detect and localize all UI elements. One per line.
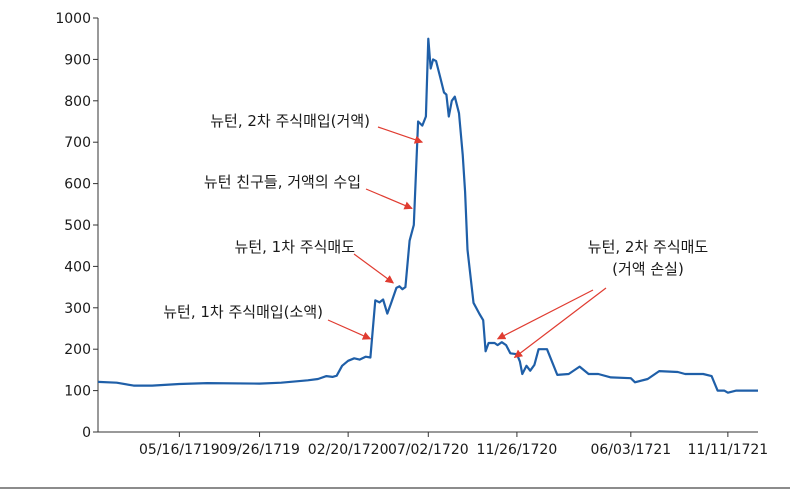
- x-axis-ticks: 05/16/1719 09/26/1719 02/20/1720 07/02/1720…: [139, 432, 768, 458]
- x-tick-label: 11/26/1720: [477, 442, 558, 458]
- y-tick-label: 200: [64, 342, 91, 358]
- annotation-label: (거액 손실): [612, 260, 684, 278]
- annotation-label: 뉴턴 친구들, 거액의 수입: [204, 173, 361, 191]
- annotation-arrow: [365, 188, 413, 210]
- chart-series: [97, 37, 758, 394]
- annotation: 뉴턴, 1차 주식매입(소액): [163, 303, 372, 340]
- annotation-arrow: [327, 319, 372, 340]
- annotation-label: 뉴턴, 1차 주식매입(소액): [163, 303, 323, 321]
- x-tick-label: 06/03/1721: [590, 442, 671, 458]
- annotation: 뉴턴, 2차 주식매도 (거액 손실): [496, 238, 709, 358]
- x-tick-label: 09/26/1719: [219, 442, 300, 458]
- x-tick-label: 07/02/1720: [388, 442, 469, 458]
- y-tick-label: 100: [64, 384, 91, 400]
- x-tick-label: 11/11/1721: [688, 442, 769, 458]
- annotation-label: 뉴턴, 2차 주식매입(거액): [210, 112, 370, 130]
- x-tick-label: 02/20/1720: [308, 442, 389, 458]
- y-tick-label: 700: [64, 135, 91, 151]
- price-line: [97, 37, 758, 394]
- annotation-arrow: [496, 289, 594, 340]
- annotation: 뉴턴, 2차 주식매입(거액): [210, 112, 424, 144]
- y-tick-label: 0: [82, 425, 91, 441]
- y-axis-ticks: 0 100 200 300 400 500 600 700 800 900 1000: [55, 11, 98, 441]
- y-tick-label: 600: [64, 177, 91, 193]
- y-tick-label: 300: [64, 301, 91, 317]
- annotation-label: 뉴턴, 1차 주식매도: [235, 238, 356, 256]
- y-tick-label: 1000: [55, 11, 91, 27]
- annotation: 뉴턴 친구들, 거액의 수입: [204, 173, 413, 210]
- y-tick-label: 800: [64, 94, 91, 110]
- annotation-arrow: [353, 253, 395, 284]
- annotation: 뉴턴, 1차 주식매도: [235, 238, 395, 284]
- x-tick-label: 05/16/1719: [139, 442, 220, 458]
- annotation-arrow: [377, 126, 424, 144]
- annotation-label: 뉴턴, 2차 주식매도: [588, 238, 709, 256]
- y-tick-label: 400: [64, 259, 91, 275]
- annotation-arrow: [513, 287, 607, 358]
- y-tick-label: 500: [64, 218, 91, 234]
- y-tick-label: 900: [64, 52, 91, 68]
